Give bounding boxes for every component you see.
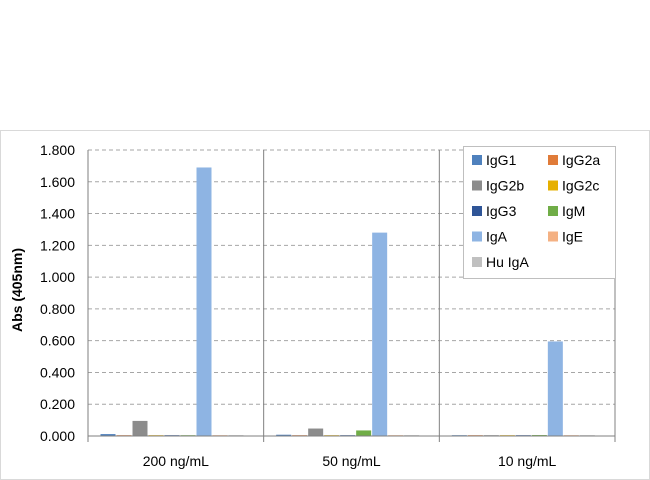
y-tick-label: 1.600 — [40, 174, 75, 190]
bar-igg2b — [308, 428, 324, 436]
legend-label: IgM — [562, 203, 585, 219]
y-tick-label: 0.200 — [40, 396, 75, 412]
legend-label: IgA — [486, 229, 508, 245]
legend-label: IgG2b — [486, 178, 524, 194]
legend-label: IgG2a — [562, 152, 600, 168]
y-tick-label: 0.600 — [40, 333, 75, 349]
x-tick-labels: 200 ng/mL 50 ng/mL 10 ng/mL — [143, 453, 557, 469]
bar-igg1 — [276, 434, 292, 436]
x-tick-label: 50 ng/mL — [322, 453, 381, 469]
y-tick-label: 0.000 — [40, 428, 75, 444]
legend-swatch — [472, 180, 482, 191]
legend: IgG1 IgG2a IgG2b IgG2c IgG3 IgM IgA IgE Hu IgA — [463, 146, 616, 279]
bar-iga — [547, 341, 563, 436]
y-tick-label: 0.800 — [40, 301, 75, 317]
y-tick-label: 1.800 — [40, 142, 75, 158]
y-tick-label: 0.400 — [40, 364, 75, 380]
bar-iga — [196, 167, 212, 436]
bar-igg2b — [132, 420, 148, 436]
legend-swatch — [548, 231, 558, 242]
bar-igm — [356, 430, 372, 436]
y-tick-label: 1.000 — [40, 269, 75, 285]
x-tick-label: 200 ng/mL — [143, 453, 209, 469]
legend-swatch — [472, 257, 482, 267]
y-axis-title: Abs (405nm) — [9, 248, 25, 332]
gridlines — [88, 149, 615, 405]
legend-swatch — [472, 231, 482, 242]
legend-label: IgG2c — [562, 178, 599, 194]
legend-swatch — [548, 206, 558, 216]
legend-swatch — [548, 180, 558, 191]
legend-label: Hu IgA — [486, 254, 529, 270]
bar-igg1 — [100, 434, 116, 436]
legend-swatch — [472, 155, 482, 165]
legend-label: IgG1 — [486, 152, 517, 168]
legend-swatch — [548, 155, 558, 165]
legend-swatch — [472, 206, 482, 216]
y-tick-label: 1.400 — [40, 206, 75, 222]
legend-label: IgE — [562, 229, 583, 245]
x-tick-label: 10 ng/mL — [498, 453, 557, 469]
y-tick-labels: 0.000 0.200 0.400 0.600 0.800 1.000 1.200 1.400… — [40, 142, 75, 444]
bar-iga — [372, 232, 388, 436]
legend-label: IgG3 — [486, 203, 517, 219]
axes — [87, 150, 616, 442]
legend-box — [463, 146, 616, 279]
y-tick-label: 1.200 — [40, 237, 75, 253]
